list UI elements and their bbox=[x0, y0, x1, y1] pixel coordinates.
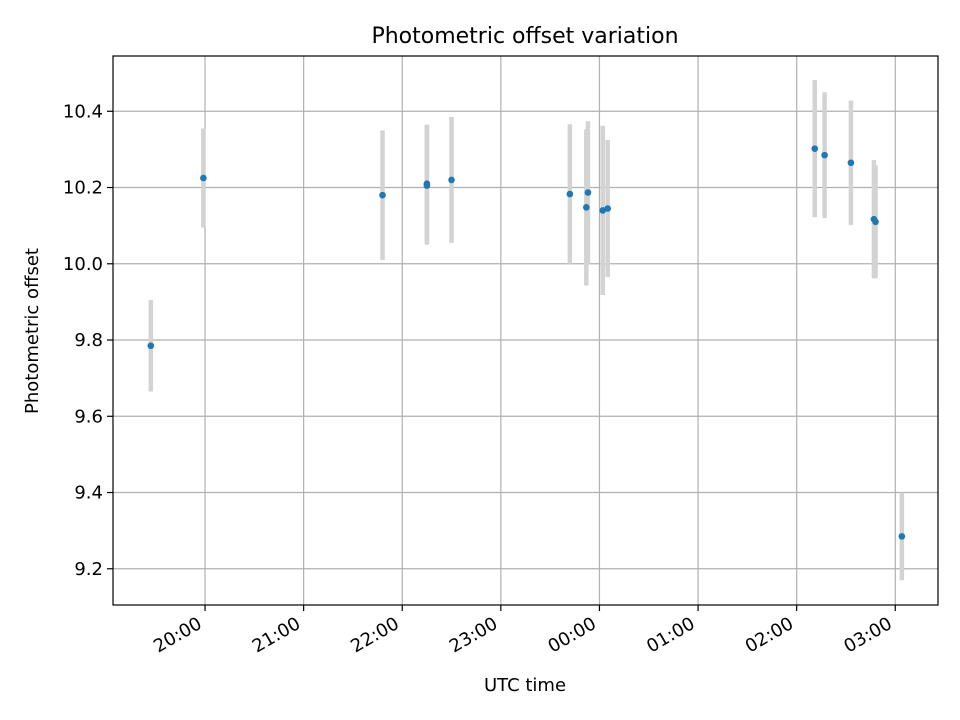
data-point bbox=[147, 342, 155, 350]
x-tick-label: 02:00 bbox=[742, 613, 797, 657]
y-tick-label: 9.8 bbox=[74, 330, 103, 351]
data-point bbox=[847, 159, 855, 167]
x-tick-label: 01:00 bbox=[643, 613, 698, 657]
y-axis-label: Photometric offset bbox=[22, 248, 43, 414]
data-point bbox=[821, 151, 828, 159]
x-tick-label: 21:00 bbox=[249, 613, 304, 657]
plot-frame bbox=[112, 55, 939, 606]
data-point bbox=[811, 145, 819, 152]
chart-title: Photometric offset variation bbox=[371, 24, 678, 49]
y-tick-label: 9.4 bbox=[74, 483, 103, 504]
data-point bbox=[423, 182, 431, 189]
y-tick-label: 10.4 bbox=[63, 101, 103, 122]
data-point bbox=[583, 204, 590, 211]
data-point bbox=[566, 190, 574, 198]
error-bars bbox=[148, 80, 905, 581]
x-axis-label: UTC time bbox=[484, 675, 566, 696]
x-axis-ticks: 20:00 21:00 22:00 23:00 00:00 01:00 02:00 03:00 bbox=[150, 605, 896, 657]
grid bbox=[113, 56, 938, 605]
y-tick-label: 10.0 bbox=[63, 254, 103, 275]
data-point bbox=[604, 205, 611, 212]
data-point bbox=[898, 533, 906, 540]
y-tick-label: 9.6 bbox=[74, 406, 103, 427]
y-tick-label: 9.2 bbox=[74, 559, 103, 580]
x-tick-label: 22:00 bbox=[347, 613, 402, 657]
data-point bbox=[379, 191, 386, 199]
data-point bbox=[584, 189, 592, 196]
x-tick-label: 20:00 bbox=[150, 613, 205, 657]
y-axis-ticks: 9.2 9.4 9.6 9.8 10.0 10.2 10.4 bbox=[63, 101, 113, 580]
data-point bbox=[200, 174, 207, 182]
x-tick-label: 03:00 bbox=[840, 613, 895, 657]
data-points bbox=[147, 145, 906, 540]
y-tick-label: 10.2 bbox=[63, 178, 103, 199]
x-tick-label: 23:00 bbox=[446, 613, 501, 657]
data-point bbox=[872, 218, 879, 226]
x-tick-label: 00:00 bbox=[545, 613, 600, 657]
data-point bbox=[448, 176, 455, 184]
